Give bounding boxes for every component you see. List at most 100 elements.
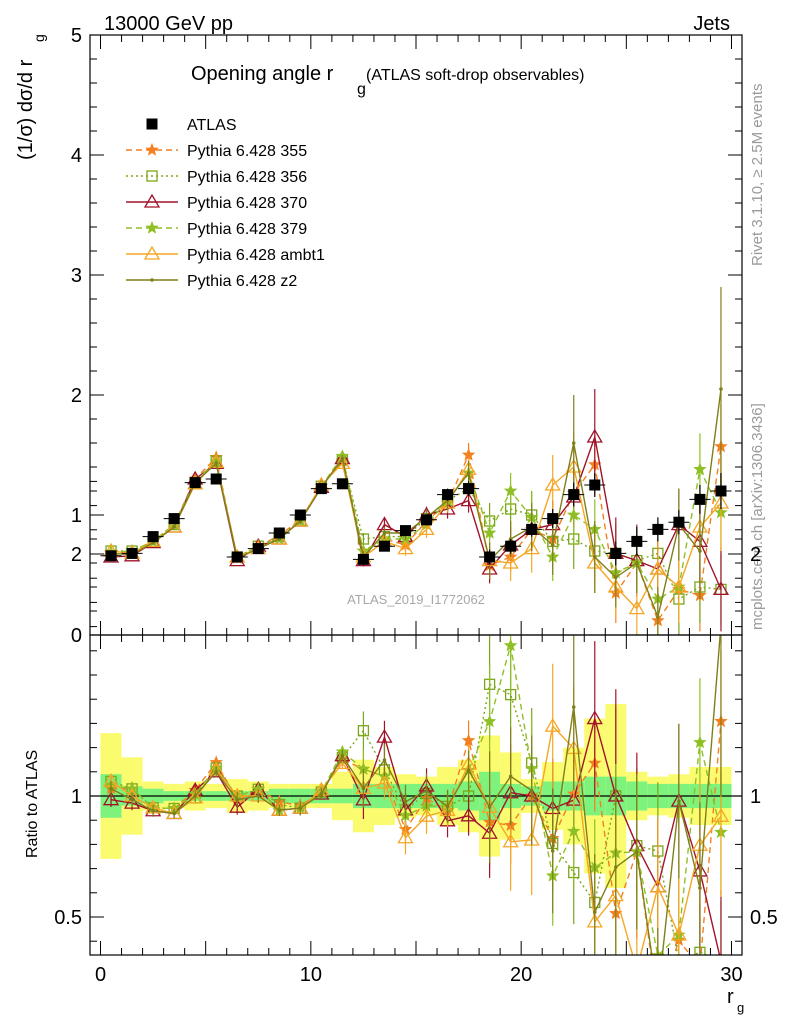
legend-label: Pythia 6.428 355 (187, 143, 307, 160)
data-point (674, 956, 684, 966)
data-point (547, 513, 559, 525)
series-line (111, 458, 722, 600)
legend-marker (150, 278, 154, 282)
data-point (403, 799, 408, 804)
data-point (592, 555, 597, 559)
data-point (719, 387, 723, 391)
data-point (614, 575, 618, 580)
legend-marker (145, 142, 159, 156)
x-tick-label: 10 (300, 964, 322, 986)
data-point (208, 453, 225, 468)
legend-label: Pythia 6.428 356 (187, 169, 307, 186)
legend-label: Pythia 6.428 z2 (187, 273, 297, 290)
series-line (110, 683, 708, 955)
series-line (110, 724, 722, 955)
beam-label: 13000 GeV pp (104, 13, 233, 35)
data-point (566, 824, 581, 837)
data-point (482, 525, 497, 539)
data-point (445, 804, 450, 809)
data-point (693, 462, 707, 476)
data-point (670, 926, 688, 941)
category-label: Jets (693, 13, 730, 35)
legend: ATLAS Pythia 6.428 355 Pythia 6.428 356 Pyt… (126, 117, 325, 290)
data-point (126, 547, 138, 559)
data-point (712, 581, 730, 596)
data-point (505, 540, 517, 552)
data-point (187, 789, 204, 804)
ratio-y-tick-label: 2 (71, 544, 82, 566)
ratio-y-tick-label: 1 (71, 786, 82, 808)
x-tick-label: 20 (510, 964, 532, 986)
data-point (484, 551, 496, 563)
legend-marker (146, 118, 158, 130)
data-point (315, 483, 327, 495)
data-point (109, 786, 113, 791)
data-point (214, 461, 218, 466)
legend-entry: Pythia 6.428 379 (126, 220, 307, 238)
data-point (210, 473, 222, 485)
data-point (698, 886, 702, 890)
data-point (319, 792, 324, 796)
data-point (568, 489, 580, 501)
legend-marker (145, 220, 159, 234)
y-tick-label: 3 (71, 265, 82, 287)
series-line (110, 434, 722, 590)
data-point (631, 535, 643, 547)
data-point (466, 471, 471, 475)
ratio-series (102, 635, 730, 999)
data-point (273, 527, 285, 539)
x-tick-label: 0 (95, 964, 106, 986)
data-point (418, 521, 435, 536)
data-point (677, 799, 681, 803)
chart-title: Opening angle r g (ATLAS soft-drop obser… (191, 63, 584, 98)
legend-entry: Pythia 6.428 356 (126, 169, 307, 186)
y-tick-label: 5 (71, 25, 82, 47)
series-line (110, 715, 721, 955)
y-tick-label: 2 (71, 385, 82, 407)
data-point (189, 477, 201, 489)
legend-marker (146, 170, 158, 182)
data-point (694, 961, 705, 972)
data-point (614, 865, 618, 869)
legend-marker (143, 193, 161, 208)
data-point (376, 774, 393, 789)
x-tick-label: 30 (720, 964, 742, 986)
data-point (463, 483, 475, 495)
data-point (376, 728, 393, 743)
legend-label: Pythia 6.428 ambt1 (187, 247, 325, 264)
data-point (649, 878, 667, 893)
data-point (418, 807, 435, 822)
data-point (544, 717, 561, 732)
data-point (172, 811, 176, 816)
data-point (586, 710, 603, 725)
legend-label: Pythia 6.428 379 (187, 221, 307, 238)
data-point (252, 543, 264, 555)
analysis-id-watermark: ATLAS_2019_I1772062 (347, 592, 485, 607)
data-point (550, 543, 555, 547)
series-atlas (100, 473, 732, 566)
data-point (397, 540, 414, 555)
data-point (571, 441, 576, 445)
data-point (649, 560, 667, 575)
data-point (235, 797, 240, 802)
series-line (110, 635, 721, 955)
data-point (694, 493, 706, 505)
data-point (102, 791, 120, 806)
ratio-series-pythia-6-428-370 (102, 641, 723, 955)
main-plot: 0 1 2 3 4 5 (71, 25, 743, 647)
x-axis-label: r g (727, 986, 744, 1015)
data-point (277, 808, 282, 813)
data-point (294, 509, 306, 521)
data-point (523, 540, 540, 555)
data-point (698, 549, 702, 553)
data-point (382, 758, 387, 762)
data-point (610, 547, 622, 559)
ratio-y-tick-label-right: 2 (750, 544, 761, 566)
y-axis-label: (1/σ) dσ/d r g (15, 34, 47, 160)
legend-entry: ATLAS (146, 117, 237, 134)
data-point (256, 794, 261, 798)
data-point (214, 770, 218, 774)
data-point (656, 995, 660, 999)
data-point (589, 479, 601, 491)
